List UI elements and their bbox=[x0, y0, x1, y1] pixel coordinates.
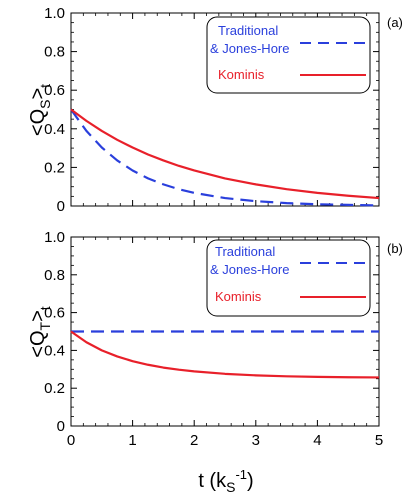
panel-label-a: (a) bbox=[387, 15, 403, 30]
legend-label-traditional-a: Traditional bbox=[218, 23, 278, 38]
series-line-kominis-b bbox=[70, 330, 380, 379]
y-axis-title-a: <QS>t bbox=[27, 84, 53, 136]
legend-label-kominis-a: Kominis bbox=[218, 67, 265, 82]
y-tick-label: 0 bbox=[57, 418, 65, 435]
y-tick-labels-a: 0 0.2 0.4 0.6 0.8 1.0 bbox=[44, 5, 65, 215]
legend-label-jones-hore-b: & Jones-Hore bbox=[210, 262, 289, 277]
y-tick-label: 0.2 bbox=[44, 380, 65, 397]
x-tick-label: 3 bbox=[252, 432, 260, 449]
y-tick-label: 0.8 bbox=[44, 267, 65, 284]
y-tick-label: 0 bbox=[57, 198, 65, 215]
series-line-traditional-a bbox=[70, 108, 380, 207]
legend-b: Traditional & Jones-Hore Kominis bbox=[206, 239, 371, 317]
series-group-a bbox=[70, 108, 380, 207]
y-tick-label: 0.4 bbox=[44, 121, 65, 138]
y-axis-title-b: <QT>t bbox=[27, 306, 53, 358]
y-tick-label: 0.8 bbox=[44, 44, 65, 61]
series-line-kominis-a bbox=[70, 108, 380, 200]
x-axis-title: t (kS-1) bbox=[198, 467, 253, 495]
x-tick-label: 2 bbox=[190, 432, 198, 449]
legend-a: Traditional & Jones-Hore Kominis bbox=[206, 16, 371, 94]
x-tick-label: 0 bbox=[67, 432, 75, 449]
y-tick-label: 0.4 bbox=[44, 342, 65, 359]
y-tick-labels-b: 0 0.2 0.4 0.6 0.8 1.0 bbox=[44, 229, 65, 435]
panel-label-b: (b) bbox=[387, 241, 403, 256]
panel-b: 0 0.2 0.4 0.6 0.8 1.0 0 1 2 3 4 5 (b) Traditional … bbox=[27, 229, 403, 495]
y-tick-label: 0.6 bbox=[44, 82, 65, 99]
legend-label-kominis-b: Kominis bbox=[215, 289, 262, 304]
x-tick-label: 5 bbox=[375, 432, 383, 449]
x-tick-label: 4 bbox=[313, 432, 321, 449]
series-group-b bbox=[70, 330, 380, 379]
y-tick-label: 0.6 bbox=[44, 305, 65, 322]
x-tick-label: 1 bbox=[128, 432, 136, 449]
legend-label-jones-hore-a: & Jones-Hore bbox=[210, 41, 289, 56]
legend-label-traditional-b: Traditional bbox=[215, 244, 275, 259]
y-tick-label: 1.0 bbox=[44, 229, 65, 246]
y-tick-label: 1.0 bbox=[44, 5, 65, 22]
x-tick-labels-b: 0 1 2 3 4 5 bbox=[67, 432, 383, 449]
y-tick-label: 0.2 bbox=[44, 159, 65, 176]
panel-a: 0 0.2 0.4 0.6 0.8 1.0 (a) Traditional & Jones… bbox=[27, 5, 403, 215]
